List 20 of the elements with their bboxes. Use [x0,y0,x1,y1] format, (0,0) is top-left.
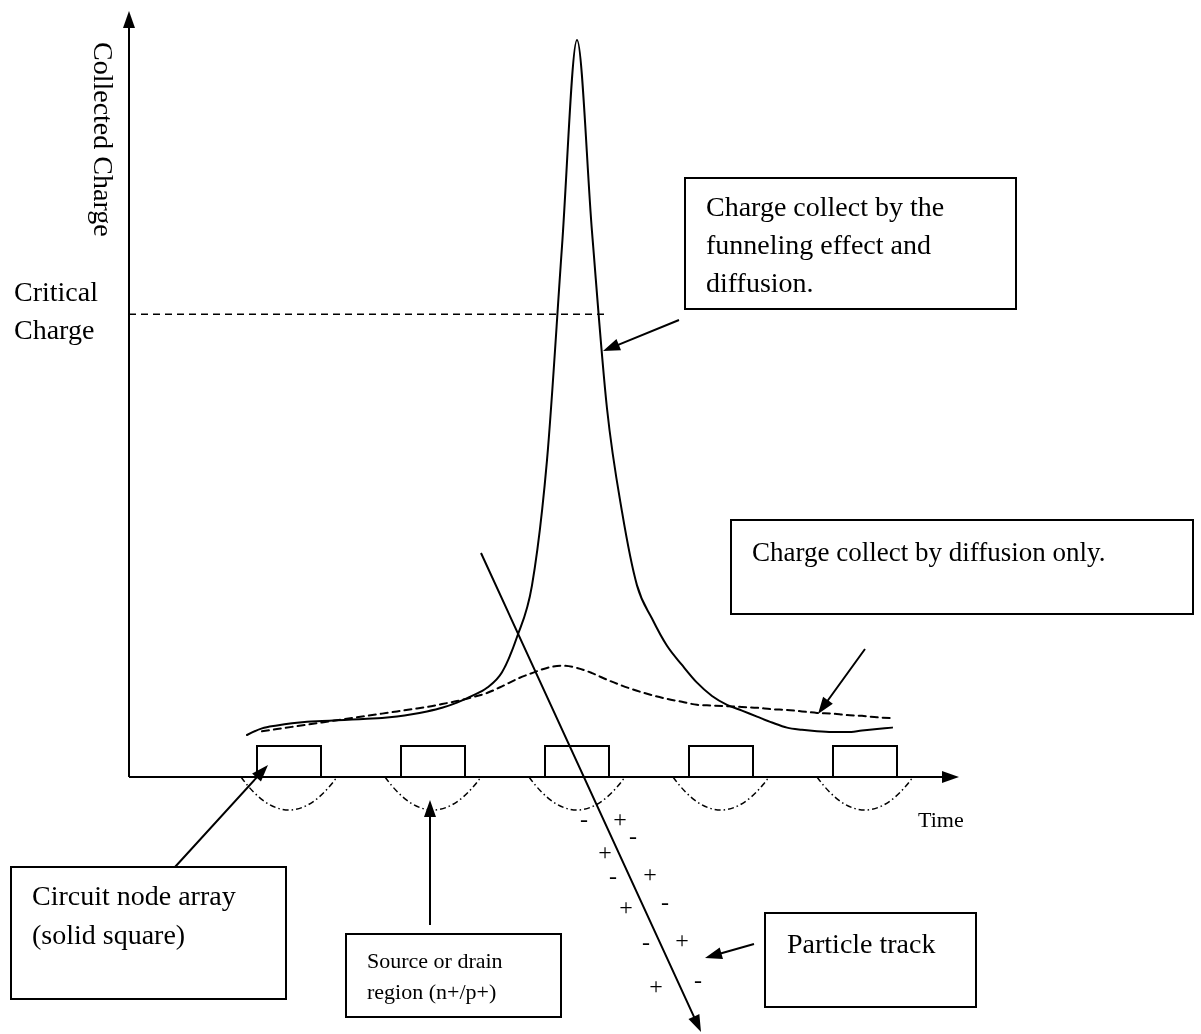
text: - [694,967,702,993]
text: - [609,863,617,889]
text: + [643,861,657,887]
source-note: Source or drain region (n+/p+) [367,948,503,1004]
annotation: Charge collect by the funneling effect and diffusion. [706,191,945,298]
annotation: Charge collect by diffusion only. [752,537,1106,567]
x-axis-title: Time [918,807,964,832]
y-axis-title: Collected Charge [88,42,119,237]
text: - [661,889,669,915]
text: + [619,894,633,920]
text: - [580,806,588,832]
text: Circuit node array (solid square) [32,880,236,950]
text: + [598,839,612,865]
text: + [675,927,689,953]
ref-line-label: Critical Charge [14,276,99,346]
text: + [613,806,627,832]
text: + [649,973,663,999]
text: Particle track [787,928,936,959]
text: - [629,823,637,849]
text: - [642,929,650,955]
